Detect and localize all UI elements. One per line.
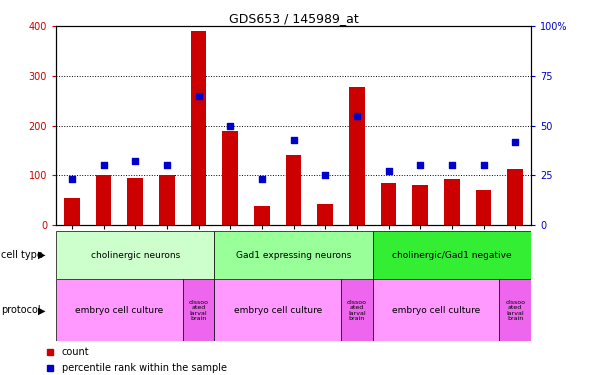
Point: [130, 158, 140, 164]
Bar: [96, 176, 112, 225]
Bar: [317, 204, 333, 225]
Bar: [214, 279, 341, 341]
Text: ▶: ▶: [38, 305, 46, 315]
Bar: [159, 176, 175, 225]
Text: Gad1 expressing neurons: Gad1 expressing neurons: [236, 251, 351, 260]
Point: [415, 162, 425, 168]
Text: ▶: ▶: [38, 250, 46, 260]
Bar: [499, 279, 531, 341]
Bar: [412, 185, 428, 225]
Text: dissoo
ated
larval
brain: dissoo ated larval brain: [347, 300, 367, 321]
Text: dissoo
ated
larval
brain: dissoo ated larval brain: [189, 300, 208, 321]
Text: count: count: [62, 347, 90, 357]
Bar: [381, 183, 396, 225]
Bar: [222, 130, 238, 225]
Bar: [56, 279, 183, 341]
Text: dissoo
ated
larval
brain: dissoo ated larval brain: [505, 300, 525, 321]
Bar: [476, 190, 491, 225]
Bar: [191, 31, 206, 225]
Point: [352, 112, 362, 118]
Bar: [373, 231, 531, 279]
Point: [320, 172, 330, 178]
Bar: [349, 87, 365, 225]
Bar: [373, 279, 499, 341]
Bar: [183, 279, 214, 341]
Text: cell type: cell type: [1, 250, 43, 260]
Bar: [341, 279, 373, 341]
Text: percentile rank within the sample: percentile rank within the sample: [62, 363, 227, 373]
Point: [510, 138, 520, 144]
Text: cholinergic neurons: cholinergic neurons: [91, 251, 180, 260]
Point: [162, 162, 172, 168]
Text: embryo cell culture: embryo cell culture: [392, 306, 480, 315]
Bar: [507, 170, 523, 225]
Bar: [444, 179, 460, 225]
Title: GDS653 / 145989_at: GDS653 / 145989_at: [229, 12, 358, 25]
Point: [225, 123, 235, 129]
Point: [447, 162, 457, 168]
Text: embryo cell culture: embryo cell culture: [234, 306, 322, 315]
Point: [67, 176, 77, 182]
Point: [289, 136, 298, 142]
Bar: [214, 231, 373, 279]
Point: [257, 176, 267, 182]
Text: protocol: protocol: [1, 305, 41, 315]
Bar: [56, 231, 214, 279]
Bar: [286, 155, 301, 225]
Point: [478, 162, 488, 168]
Bar: [254, 206, 270, 225]
Point: [194, 93, 203, 99]
Point: [99, 162, 108, 168]
Bar: [127, 178, 143, 225]
Text: embryo cell culture: embryo cell culture: [76, 306, 163, 315]
Text: cholinergic/Gad1 negative: cholinergic/Gad1 negative: [392, 251, 512, 260]
Point: [384, 168, 393, 174]
Bar: [64, 198, 80, 225]
